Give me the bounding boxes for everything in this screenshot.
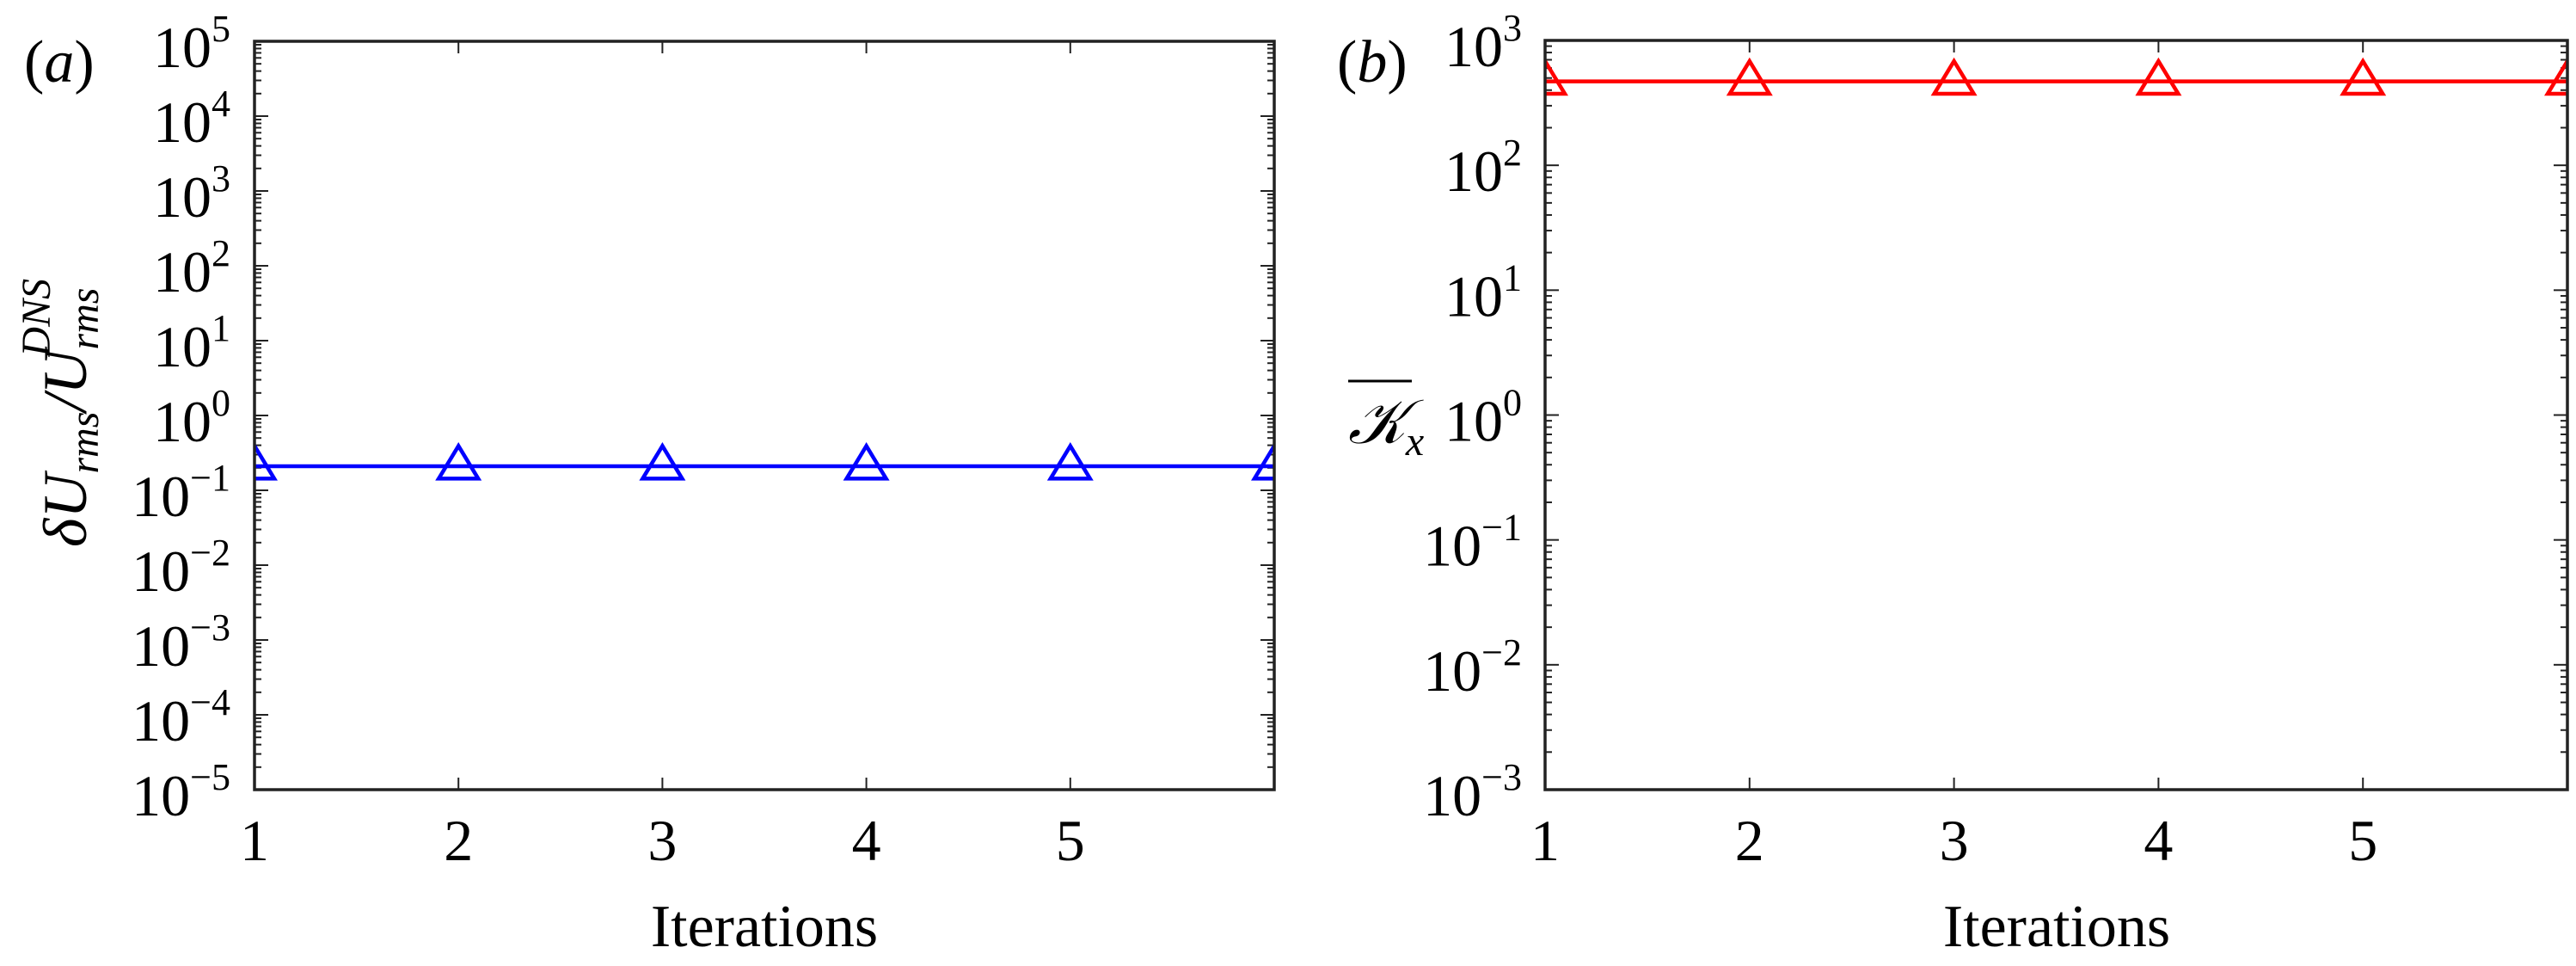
y-tick-label: 100 (153, 382, 230, 454)
y-axis-label-a: δUrms/UrmsDNS (14, 279, 107, 547)
x-tick-label: 5 (2348, 808, 2377, 873)
y-tick-label: 10−1 (1423, 507, 1522, 579)
panel-b: (b) 𝒦x 103 102 101 100 10−1 10−2 10−3 1 2 3 4 5 It… (1337, 7, 2569, 960)
y-tick-label: 102 (1444, 132, 1522, 204)
y-tick-label: 101 (1444, 256, 1522, 329)
plot-area-a (255, 442, 1274, 481)
y-tick-label: 103 (153, 157, 230, 230)
triangle-marker-icon (2340, 57, 2387, 96)
y-tick-labels-b: 103 102 101 100 10−1 10−2 10−3 (1423, 7, 1522, 828)
x-tick-label: 3 (1940, 808, 1969, 873)
x-tick-label: 3 (647, 808, 677, 873)
axes-frame-b (1543, 39, 2569, 791)
tick-marks-b (1544, 40, 2567, 791)
y-tick-label: 10−3 (132, 606, 230, 679)
y-tick-label: 10−2 (1423, 631, 1522, 704)
x-tick-label: 4 (2144, 808, 2173, 873)
y-tick-label: 101 (153, 307, 230, 379)
x-tick-label: 4 (852, 808, 881, 873)
triangle-marker-icon (2544, 57, 2567, 96)
y-tick-label: 100 (1444, 382, 1522, 454)
triangle-marker-icon (435, 442, 482, 481)
y-axis-label-b: 𝒦x (1348, 379, 1424, 465)
x-tick-label: 2 (1735, 808, 1764, 873)
y-tick-label: 103 (1444, 7, 1522, 79)
triangle-marker-icon (2135, 57, 2182, 96)
x-tick-label: 1 (1530, 808, 1560, 873)
triangle-marker-icon (1545, 57, 1568, 96)
y-tick-label: 10−4 (132, 681, 230, 754)
y-tick-label: 10−2 (132, 532, 230, 604)
tick-marks-a (254, 41, 1274, 791)
y-tick-label: 10−3 (1423, 756, 1522, 828)
x-tick-labels-a: 1 2 3 4 5 (240, 808, 1085, 873)
panel-a: (a) δUrms/UrmsDNS 10510410310210110010−1… (14, 8, 1276, 960)
triangle-marker-icon (1930, 57, 1978, 96)
triangle-marker-icon (639, 442, 686, 481)
y-tick-label: 102 (153, 232, 230, 305)
x-tick-label: 5 (1056, 808, 1085, 873)
svg-text:𝒦x: 𝒦x (1348, 388, 1424, 465)
x-axis-label-a: Iterations (651, 894, 878, 960)
axes-frame-a (253, 40, 1276, 791)
triangle-marker-icon (843, 442, 890, 481)
triangle-marker-icon (1726, 57, 1773, 96)
x-axis-label-b: Iterations (1943, 894, 2170, 960)
panel-label-a: (a) (24, 29, 95, 95)
triangle-marker-icon (255, 442, 278, 481)
triangle-marker-icon (1046, 442, 1094, 481)
x-tick-label: 1 (240, 808, 269, 873)
panel-label-b: (b) (1337, 29, 1408, 95)
x-tick-label: 2 (444, 808, 473, 873)
y-tick-label: 105 (153, 8, 230, 80)
x-tick-labels-b: 1 2 3 4 5 (1530, 808, 2377, 873)
svg-text:δUrms/UrmsDNS: δUrms/UrmsDNS (14, 279, 107, 547)
triangle-marker-icon (1251, 442, 1274, 481)
y-tick-label: 10−5 (132, 756, 230, 828)
y-tick-label: 104 (153, 83, 230, 155)
plot-area-b (1545, 57, 2567, 96)
y-tick-label: 10−1 (132, 457, 230, 529)
